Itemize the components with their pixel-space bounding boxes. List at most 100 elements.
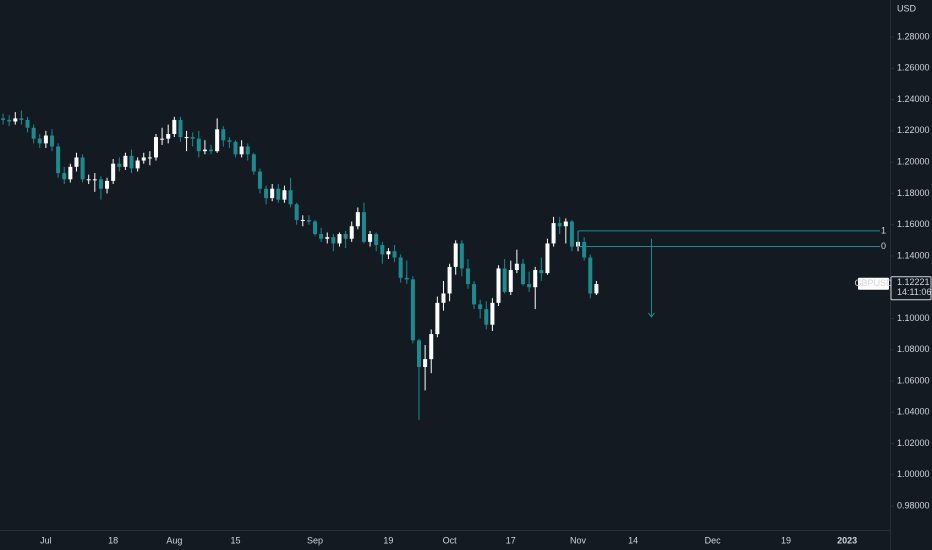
candle-body [545, 243, 550, 274]
candle-body [319, 234, 324, 239]
candle-body [343, 234, 348, 239]
candle-body [221, 129, 226, 141]
candle-body [539, 270, 544, 274]
countdown-label: 14:11:06 [897, 287, 931, 297]
candle-body [294, 204, 299, 220]
candle-body [300, 219, 305, 221]
candle-body [502, 268, 507, 292]
candle-body [68, 166, 73, 180]
candle-body [551, 223, 556, 244]
candle-body [111, 163, 116, 181]
candle-body [98, 179, 103, 189]
candle-body [13, 118, 18, 122]
candle-body [582, 241, 587, 258]
candle-body [496, 268, 501, 303]
y-tick-label: 1.18000 [897, 188, 930, 198]
candle-body [472, 284, 477, 305]
x-tick-label: 2023 [837, 535, 857, 545]
candle-body [465, 268, 470, 285]
candle-body [374, 234, 379, 245]
candle-body [31, 127, 36, 139]
candle-body [490, 302, 495, 325]
candle-body [43, 135, 48, 144]
price-box [890, 276, 932, 301]
candle-body [160, 138, 165, 140]
candle-body [270, 188, 275, 199]
candle-body [447, 266, 452, 294]
candle-body [74, 157, 79, 167]
x-tick-label: Nov [570, 535, 587, 545]
candle-body [251, 154, 256, 172]
y-tick-label: 1.16000 [897, 219, 930, 229]
candle-body [282, 190, 287, 200]
x-tick-label: 14 [628, 535, 638, 545]
candle-body [527, 284, 532, 288]
candle-body [417, 340, 422, 367]
fib-label: 0 [881, 241, 886, 251]
candle-body [190, 137, 195, 139]
candle-body [25, 119, 30, 128]
price-label: 1.12221 [897, 277, 930, 287]
candle-body [276, 188, 281, 200]
candle-body [49, 135, 54, 147]
candle-body [80, 157, 85, 180]
candle-body [429, 334, 434, 360]
symbol-label: GBPUSD [854, 278, 893, 288]
candle-body [508, 270, 513, 292]
y-tick-label: 1.08000 [897, 344, 930, 354]
candle-body [92, 179, 97, 181]
candle-body [129, 155, 134, 169]
candle-body [19, 118, 24, 120]
candle-body [337, 234, 342, 244]
candle-body [288, 190, 293, 205]
candle-body [202, 149, 207, 152]
y-tick-label: 1.26000 [897, 63, 930, 73]
candle-body [105, 180, 110, 189]
y-tick-label: 1.10000 [897, 313, 930, 323]
candle-body [313, 221, 318, 235]
candle-body [245, 146, 250, 155]
candle-body [349, 226, 354, 239]
candle-body [331, 237, 336, 244]
x-tick-label: Sep [307, 535, 323, 545]
candle-body [62, 173, 67, 180]
y-tick-label: 1.06000 [897, 375, 930, 385]
candle-body [392, 251, 397, 258]
candle-body [398, 257, 403, 278]
candle-body [166, 133, 171, 139]
candle-body [1, 118, 6, 120]
candle-body [410, 279, 415, 341]
candle-body [563, 221, 568, 227]
candle-body [380, 244, 385, 255]
x-tick-label: 19 [781, 535, 791, 545]
candle-body [306, 219, 311, 222]
candle-body [7, 119, 12, 122]
y-tick-label: 1.24000 [897, 94, 930, 104]
candle-body [153, 137, 158, 158]
candle-body [209, 149, 214, 152]
fib-label: 1 [881, 225, 886, 235]
candle-body [514, 263, 519, 271]
arrow-head [648, 312, 655, 318]
candle-body [557, 223, 562, 227]
candle-body [484, 309, 489, 325]
y-tick-label: 1.20000 [897, 157, 930, 167]
x-tick-label: 17 [506, 535, 516, 545]
candle-body [147, 157, 152, 159]
y-tick-label: 0.98000 [897, 500, 930, 510]
y-tick-label: 1.00000 [897, 469, 930, 479]
y-tick-label: 1.04000 [897, 407, 930, 417]
candle-body [184, 137, 189, 139]
candle-body [355, 212, 360, 227]
currency-label: USD [897, 3, 917, 13]
x-tick-label: Oct [443, 535, 458, 545]
candle-body [37, 138, 42, 144]
candle-body [325, 237, 330, 239]
candle-body [533, 270, 538, 288]
candle-body [196, 138, 201, 152]
y-tick-label: 1.22000 [897, 125, 930, 135]
candle-body [435, 302, 440, 335]
y-tick-label: 1.28000 [897, 31, 930, 41]
candle-body [368, 234, 373, 242]
